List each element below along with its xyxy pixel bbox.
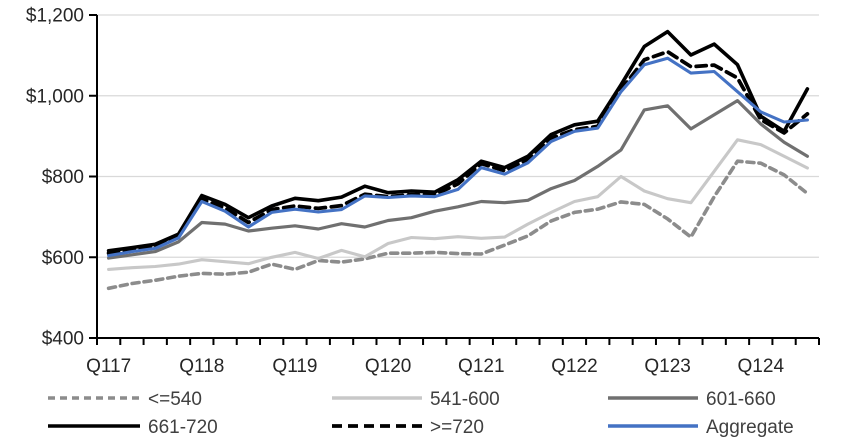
legend-label-541-600: 541-600 [430,389,500,410]
x-tick-label-q119: Q119 [272,356,317,377]
y-tick-label-600: $600 [42,248,84,269]
x-tick-label-q118: Q118 [179,356,224,377]
y-tick-label-1000: $1,000 [26,86,84,107]
y-tick-label-1200: $1,200 [26,6,84,27]
x-tick-label-q121: Q121 [458,356,504,377]
series-line-541-600 [107,138,809,271]
series-line-720 [106,49,810,256]
legend-label-540: <=540 [148,389,202,410]
x-tick-label-q123: Q123 [644,356,690,377]
x-tick-label-q117: Q117 [86,356,131,377]
y-tick-label-800: $800 [42,167,84,188]
legend-label-661-720: 661-720 [148,417,218,438]
series-line-601-660 [106,98,810,260]
legend-label-601-660: 601-660 [706,389,776,410]
series-line-aggregate [107,56,809,258]
legend-label-aggregate: Aggregate [706,417,794,438]
legend-label-720: >=720 [430,417,484,438]
y-tick-label-400: $400 [42,329,84,350]
x-tick-label-q124: Q124 [738,356,785,377]
x-tick-label-q122: Q122 [551,356,597,377]
series-line-661-720 [106,29,810,253]
series-line-540 [106,159,810,291]
x-tick-label-q120: Q120 [365,356,411,377]
